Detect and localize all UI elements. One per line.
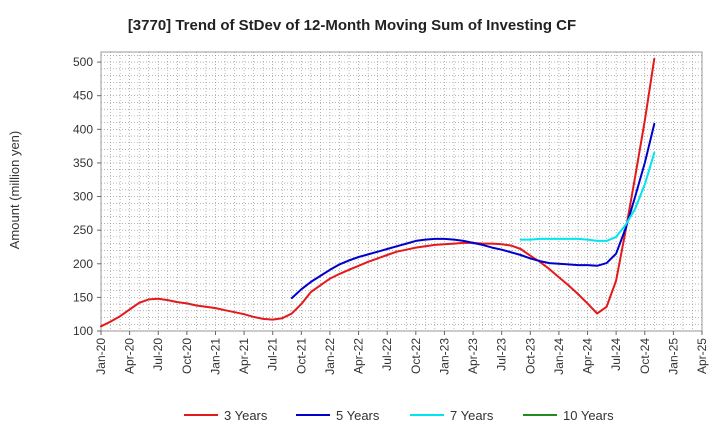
y-tick-label: 100: [73, 324, 93, 338]
x-tick-label: Jan-22: [323, 338, 337, 375]
x-tick-label: Apr-25: [695, 338, 709, 374]
legend-label: 3 Years: [224, 408, 268, 423]
x-tick-label: Apr-23: [466, 338, 480, 374]
x-tick-label: Jan-21: [208, 338, 222, 375]
x-tick-label: Oct-22: [409, 338, 423, 374]
legend-label: 5 Years: [336, 408, 380, 423]
x-tick-label: Jul-21: [266, 338, 280, 371]
x-tick-label: Jan-25: [666, 338, 680, 375]
y-tick-label: 300: [73, 190, 93, 204]
y-axis-label: Amount (million yen): [7, 131, 22, 250]
y-tick-label: 400: [73, 122, 93, 136]
series-lines: [100, 57, 656, 328]
y-tick-label: 500: [73, 55, 93, 69]
chart-title: [3770] Trend of StDev of 12-Month Moving…: [128, 17, 576, 34]
legend-label: 10 Years: [563, 408, 614, 423]
x-tick-label: Jan-20: [94, 338, 108, 375]
x-tick-label: Oct-23: [523, 338, 537, 374]
plot-area: [100, 51, 703, 332]
x-tick-label: Oct-24: [638, 338, 652, 374]
series-line-7-years: [519, 151, 656, 242]
axes: 100 150 200 250 300 350 400 450 500 Jan-20 Apr-20 J…: [73, 55, 709, 375]
x-tick-label: Jul-24: [609, 338, 623, 371]
y-tick-label: 350: [73, 156, 93, 170]
x-tick-label: Jul-22: [380, 338, 394, 371]
x-tick-label: Apr-22: [352, 338, 366, 374]
x-tick-label: Oct-20: [180, 338, 194, 374]
x-tick-label: Jul-20: [151, 338, 165, 371]
y-tick-label: 250: [73, 223, 93, 237]
series-line-3-years: [100, 57, 656, 328]
legend-label: 7 Years: [450, 408, 494, 423]
series-line-5-years: [290, 122, 656, 300]
x-tick-label: Apr-24: [581, 338, 595, 374]
y-tick-label: 150: [73, 290, 93, 304]
x-tick-label: Jul-23: [495, 338, 509, 371]
x-tick-label: Apr-20: [123, 338, 137, 374]
x-tick-label: Oct-21: [294, 338, 308, 374]
x-tick-label: Jan-23: [437, 338, 451, 375]
legend: 3 Years 5 Years 7 Years 10 Years: [184, 408, 614, 423]
y-tick-label: 450: [73, 89, 93, 103]
grid: [100, 51, 703, 332]
x-tick-label: Jan-24: [552, 338, 566, 375]
x-tick-label: Apr-21: [237, 338, 251, 374]
y-tick-label: 200: [73, 257, 93, 271]
